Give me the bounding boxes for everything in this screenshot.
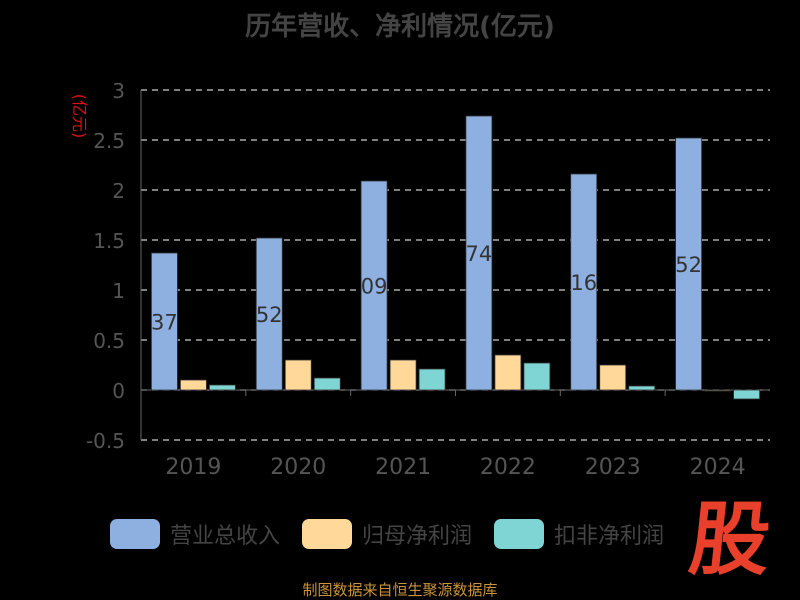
data-label: 37	[151, 311, 178, 335]
bar	[599, 364, 627, 391]
x-tick-label: 2023	[585, 455, 641, 480]
data-label: 09	[361, 275, 388, 299]
x-tick-label: 2024	[690, 455, 746, 480]
bar	[628, 385, 656, 391]
y-tick-label: 2.5	[93, 129, 125, 153]
legend: 营业总收入 归母净利润 扣非净利润	[110, 518, 686, 550]
x-tick-label: 2022	[480, 455, 536, 480]
brand-logo: 股	[685, 493, 775, 586]
bar	[675, 137, 702, 391]
legend-item-net-profit[interactable]: 归母净利润	[302, 518, 472, 550]
bar	[284, 359, 312, 391]
y-tick-label: 3	[112, 79, 125, 103]
bar	[180, 379, 207, 391]
data-label: 52	[675, 253, 702, 277]
bar	[418, 368, 446, 391]
bar	[255, 237, 283, 391]
x-tick-label: 2020	[270, 455, 326, 480]
bar	[313, 377, 341, 391]
legend-label-net-profit: 归母净利润	[362, 524, 473, 549]
bar	[570, 173, 598, 391]
x-tick-label: 2021	[375, 455, 431, 480]
bar	[151, 252, 178, 391]
y-tick-label: 2	[112, 179, 125, 203]
data-source-note: 制图数据来自恒生聚源数据库	[302, 581, 498, 599]
bar	[465, 115, 493, 391]
bar	[523, 362, 551, 391]
x-tick-label: 2019	[165, 455, 221, 480]
y-tick-label: 0	[112, 379, 125, 403]
y-tick-label: 1.5	[93, 229, 125, 253]
y-tick-label: -0.5	[86, 429, 125, 453]
legend-swatch-deducted-profit	[494, 519, 545, 549]
bar	[209, 384, 236, 391]
bar	[389, 359, 417, 391]
data-label: 74	[466, 242, 493, 266]
data-label: 52	[256, 303, 283, 327]
legend-label-revenue: 营业总收入	[170, 524, 281, 549]
bar	[494, 354, 522, 391]
legend-swatch-net-profit	[302, 519, 353, 549]
legend-item-revenue[interactable]: 营业总收入	[110, 518, 280, 550]
y-tick-label: 0.5	[93, 329, 125, 353]
y-tick-label: 1	[112, 279, 125, 303]
y-axis-label: (亿元)	[70, 94, 89, 139]
chart-title: 历年营收、净利情况(亿元)	[245, 12, 555, 42]
legend-label-deducted-profit: 扣非净利润	[554, 524, 665, 549]
data-label: 16	[570, 271, 597, 295]
bar	[360, 180, 388, 391]
legend-item-deducted-profit[interactable]: 扣非净利润	[494, 518, 664, 550]
bar	[733, 389, 760, 400]
bar	[704, 389, 731, 392]
legend-swatch-revenue	[110, 519, 160, 549]
